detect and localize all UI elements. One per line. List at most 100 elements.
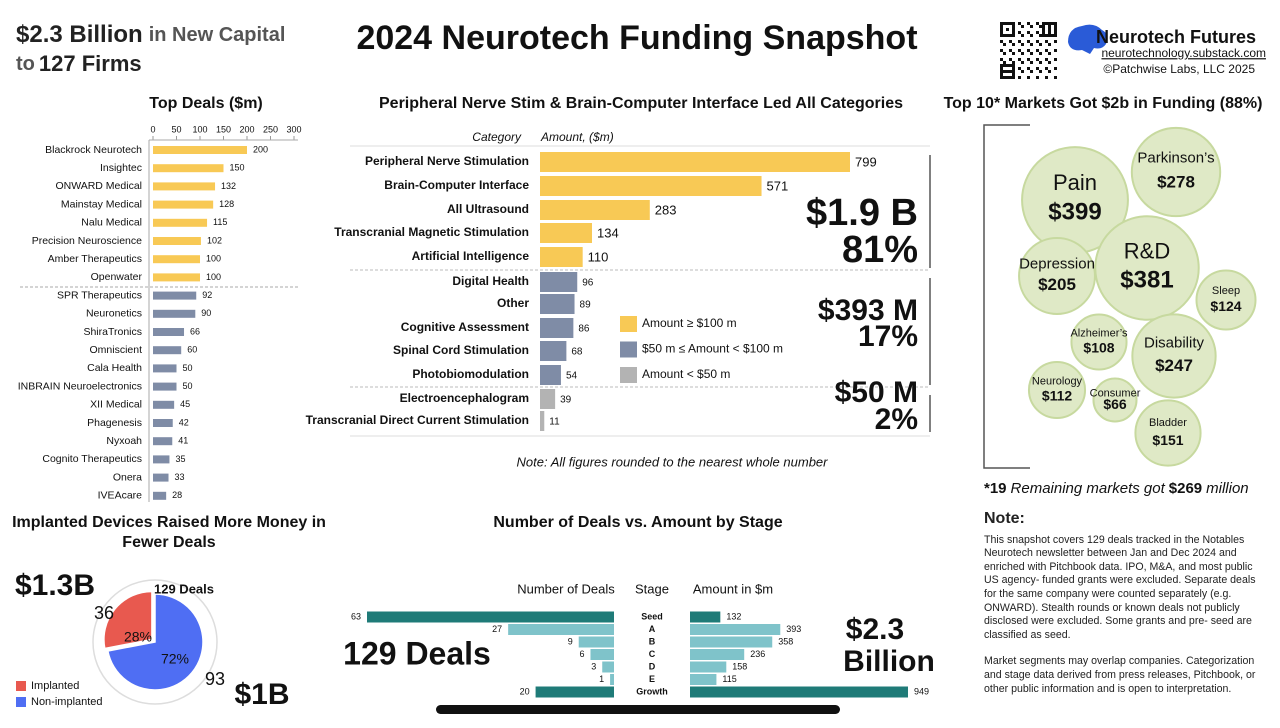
headline-suffix: in New Capital: [149, 24, 286, 46]
bar: [153, 437, 173, 446]
qr-cell: [1009, 49, 1012, 52]
qr-cell: [1027, 58, 1030, 61]
value-label: 28: [172, 490, 182, 500]
qr-cell: [1000, 31, 1003, 34]
y-tick-label: Openwater: [91, 271, 143, 283]
bar: [153, 273, 200, 282]
bar: [540, 223, 592, 243]
bracket: [983, 124, 1030, 469]
qr-cell: [1045, 67, 1048, 70]
bubble-value: $381: [1120, 266, 1173, 293]
y-tick-label: Nyxoah: [106, 435, 142, 447]
value-label: 100: [206, 254, 221, 264]
bubble-value: $124: [1210, 298, 1241, 314]
value-label: 150: [230, 163, 245, 173]
bubble: [1094, 215, 1200, 321]
qr-cell: [1012, 64, 1015, 67]
brand-url: neurotechnology.substack.com: [1101, 46, 1266, 60]
x-tick-label: 100: [192, 124, 207, 134]
bar: [590, 649, 614, 660]
qr-cell: [1042, 22, 1045, 25]
bar: [153, 382, 177, 391]
category-label: Other: [497, 296, 529, 310]
pie-ring: [92, 579, 218, 705]
qr-cell: [1012, 25, 1015, 28]
y-tick-label: Amber Therapeutics: [48, 253, 142, 265]
y-tick-label: Cala Health: [87, 362, 142, 374]
qr-cell: [1054, 49, 1057, 52]
category-label: All Ultrasound: [447, 202, 529, 216]
qr-cell: [1009, 76, 1012, 79]
slice-label: 72%: [161, 651, 189, 667]
qr-cell: [1042, 25, 1045, 28]
stage-label: C: [649, 649, 656, 659]
qr-cell: [1021, 34, 1024, 37]
bubble-value: $151: [1152, 432, 1183, 448]
qr-cell: [1039, 34, 1042, 37]
value-label: 3: [591, 661, 596, 671]
category-label: Transcranial Magnetic Stimulation: [334, 225, 529, 239]
x-tick-label: 200: [239, 124, 254, 134]
legend-swatch: [620, 341, 637, 358]
bubble-label: Pain: [1053, 170, 1097, 195]
qr-cell: [1000, 73, 1003, 76]
bar: [153, 491, 167, 500]
legend-swatch: [16, 697, 26, 707]
value-label: 11: [549, 417, 560, 428]
value-label: 283: [655, 202, 677, 217]
footnote-text: Remaining markets got: [1011, 480, 1166, 497]
qr-cell: [1036, 31, 1039, 34]
qr-cell: [1018, 22, 1021, 25]
qr-cell: [1003, 22, 1006, 25]
category-label: Brain-Computer Interface: [384, 178, 529, 192]
qr-cell: [1042, 28, 1045, 31]
qr-cell: [1003, 70, 1006, 73]
qr-cell: [1000, 28, 1003, 31]
legend-label: $50 m ≤ Amount < $100 m: [642, 342, 783, 356]
y-tick-label: INBRAIN Neuroelectronics: [18, 380, 142, 392]
bar: [540, 272, 578, 292]
qr-cell: [1012, 43, 1015, 46]
legend-label: Amount ≥ $100 m: [642, 316, 737, 330]
chart-title: Number of Deals vs. Amount by Stage: [493, 514, 782, 531]
value-label: 45: [180, 399, 190, 409]
y-tick-label: XII Medical: [90, 399, 142, 411]
y-tick-label: ShiraTronics: [83, 326, 142, 338]
value-label: 63: [351, 611, 361, 621]
stage-label: Seed: [641, 611, 663, 621]
qr-cell: [1039, 25, 1042, 28]
qr-cell: [1009, 34, 1012, 37]
copyright: ©Patchwise Labs, LLC 2025: [1103, 62, 1255, 76]
stage-label: A: [649, 624, 656, 634]
value-label: 115: [213, 217, 227, 227]
legend-swatch: [620, 367, 637, 383]
category-label: Photobiomodulation: [412, 367, 529, 381]
y-tick-label: Nalu Medical: [81, 217, 142, 229]
qr-cell: [1027, 31, 1030, 34]
value-label: 393: [786, 624, 801, 634]
value-label: 115: [722, 674, 736, 684]
stage-label: E: [649, 674, 655, 684]
series-header: Number of Deals: [517, 581, 615, 596]
qr-cell: [1048, 52, 1051, 55]
qr-cell: [1000, 58, 1003, 61]
bar: [690, 611, 721, 623]
bar: [153, 291, 197, 300]
bar: [153, 309, 196, 318]
amount-label: $1B: [234, 678, 289, 711]
note-text: Market segments may overlap companies. C…: [984, 655, 1256, 695]
bar: [508, 624, 614, 635]
qr-cell: [1054, 28, 1057, 31]
bubble-label: Parkinson’s: [1137, 150, 1214, 167]
qr-cell: [1000, 34, 1003, 37]
bubble-value: $205: [1038, 275, 1076, 294]
qr-cell: [1000, 40, 1003, 43]
total-label: Billion: [843, 645, 935, 678]
y-tick-label: Neuronetics: [86, 308, 142, 320]
footnote: *19 Remaining markets got $269 million: [984, 480, 1249, 497]
group-share: 81%: [842, 229, 918, 271]
value-label: 132: [726, 611, 741, 621]
bar: [153, 182, 216, 191]
bar: [578, 636, 614, 648]
chart-title-part: Implanted Devices Raised More Money in: [12, 514, 326, 531]
